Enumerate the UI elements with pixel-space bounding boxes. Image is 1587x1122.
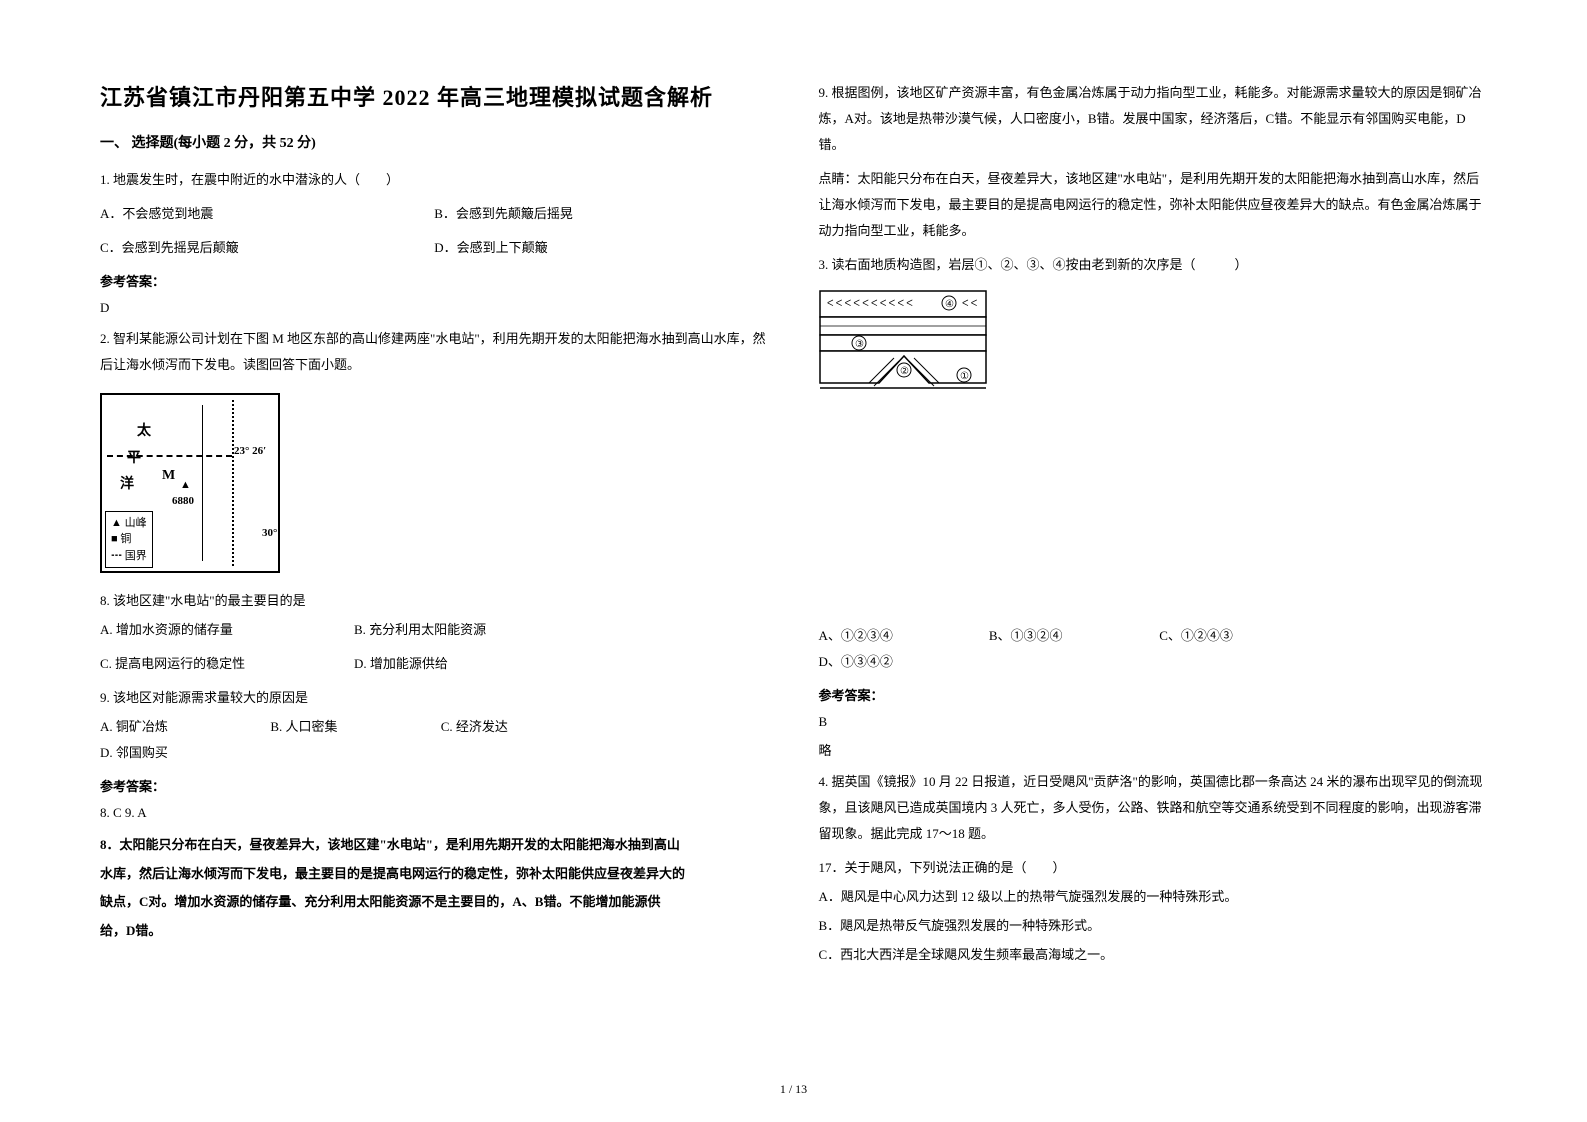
col2-tip: 点睛：太阳能只分布在白天，昼夜差异大，该地区建"水电站"，是利用先期开发的太阳能… (819, 166, 1488, 244)
q2-sub8-optD: D. 增加能源供给 (354, 651, 448, 677)
map-legend: ▲ 山峰 ■ 铜 ┅ 国界 (105, 511, 153, 569)
svg-text:ᐸ ᐸ: ᐸ ᐸ (962, 298, 978, 308)
map-tai: 太 (137, 420, 151, 440)
q1-optA: A．不会感觉到地震 (100, 201, 434, 227)
q2-sub9-optA: A. 铜矿冶炼 (100, 714, 267, 740)
q3-optC: C、①②④③ (1159, 623, 1326, 649)
q1-optB: B．会感到先颠簸后摇晃 (434, 201, 768, 227)
q1-options-row1: A．不会感觉到地震 B．会感到先颠簸后摇晃 (100, 201, 769, 227)
layer-2: ② (900, 366, 909, 377)
left-column: 江苏省镇江市丹阳第五中学 2022 年高三地理模拟试题含解析 一、 选择题(每小… (100, 80, 769, 971)
q2-stem: 2. 智利某能源公司计划在下图 M 地区东部的高山修建两座"水电站"，利用先期开… (100, 326, 769, 378)
geo-svg: ᐸ ᐸ ᐸ ᐸ ᐸ ᐸ ᐸ ᐸ ᐸ ᐸ ④ ᐸ ᐸ ③ ② ① (819, 288, 987, 393)
spacer (819, 403, 1488, 523)
q2-sub9-optC: C. 经济发达 (441, 714, 608, 740)
map-peak-icon: ▲ (180, 479, 191, 491)
svg-text:ᐸ ᐸ ᐸ ᐸ ᐸ ᐸ ᐸ ᐸ ᐸ ᐸ: ᐸ ᐸ ᐸ ᐸ ᐸ ᐸ ᐸ ᐸ ᐸ ᐸ (827, 298, 913, 308)
map-lon: 30° (262, 527, 277, 539)
q3-optD: D、①③④② (819, 649, 986, 675)
q1-optD: D．会感到上下颠簸 (434, 235, 768, 261)
col2-exp9: 9. 根据图例，该地区矿产资源丰富，有色金属冶炼属于动力指向型工业，耗能多。对能… (819, 80, 1488, 158)
q3-answer-label: 参考答案： (819, 685, 1488, 704)
q1-options-row2: C．会感到先摇晃后颠簸 D．会感到上下颠簸 (100, 235, 769, 261)
layer-3: ③ (855, 339, 864, 350)
q2-exp3: 缺点，C对。增加水资源的储存量、充分利用太阳能资源不是主要目的，A、B错。不能增… (100, 888, 769, 917)
q2-exp2: 水库，然后让海水倾泻而下发电，最主要目的是提高电网运行的稳定性，弥补太阳能供应昼… (100, 860, 769, 889)
layer-4: ④ (945, 299, 954, 310)
q3-options: A、①②③④ B、①③②④ C、①②④③ D、①③④② (819, 623, 1488, 675)
q4-sub17-stem: 17．关于飓风，下列说法正确的是（ ） (819, 855, 1488, 881)
q3-optB: B、①③②④ (989, 623, 1156, 649)
q2-sub9-options: A. 铜矿冶炼 B. 人口密集 C. 经济发达 D. 邻国购买 (100, 714, 769, 766)
q2-exp4: 给，D错。 (100, 917, 769, 946)
map-yang: 洋 (120, 473, 134, 493)
q2-sub8-row2: C. 提高电网运行的稳定性 D. 增加能源供给 (100, 651, 769, 677)
map-elevation: 6880 (172, 495, 194, 507)
legend-peak: ▲ 山峰 (111, 515, 147, 532)
q3-geo-figure: ᐸ ᐸ ᐸ ᐸ ᐸ ᐸ ᐸ ᐸ ᐸ ᐸ ④ ᐸ ᐸ ③ ② ① (819, 288, 987, 393)
q2-exp1: 8．太阳能只分布在白天，昼夜差异大，该地区建"水电站"，是利用先期开发的太阳能把… (100, 831, 769, 860)
q3-note: 略 (819, 740, 1488, 759)
right-column: 9. 根据图例，该地区矿产资源丰富，有色金属冶炼属于动力指向型工业，耗能多。对能… (819, 80, 1488, 971)
q2-sub8-row1: A. 增加水资源的储存量 B. 充分利用太阳能资源 (100, 617, 769, 643)
map-lat: 23° 26′ (234, 445, 266, 457)
q4-sub17-optC: C．西北大西洋是全球飓风发生频率最高海域之一。 (819, 942, 1488, 968)
legend-copper: ■ 铜 (111, 531, 147, 548)
document-title: 江苏省镇江市丹阳第五中学 2022 年高三地理模拟试题含解析 (100, 80, 769, 112)
map-border-line (232, 400, 234, 566)
map-coast (202, 405, 203, 561)
map-lat-line (107, 455, 232, 457)
legend-border: ┅ 国界 (111, 548, 147, 565)
q2-sub9-optD: D. 邻国购买 (100, 740, 267, 766)
q1-stem: 1. 地震发生时，在震中附近的水中潜泳的人（ ） (100, 167, 769, 193)
q3-optA: A、①②③④ (819, 623, 986, 649)
q1-answer: D (100, 300, 769, 316)
q1-answer-label: 参考答案： (100, 271, 769, 290)
q4-stem: 4. 据英国《镜报》10 月 22 日报道，近日受飓风"贡萨洛"的影响，英国德比… (819, 769, 1488, 847)
q2-sub9-optB: B. 人口密集 (270, 714, 437, 740)
q1-optC: C．会感到先摇晃后颠簸 (100, 235, 434, 261)
page-footer: 1 / 13 (0, 1082, 1587, 1097)
section-header: 一、 选择题(每小题 2 分，共 52 分) (100, 132, 769, 152)
q3-stem: 3. 读右面地质构造图，岩层①、②、③、④按由老到新的次序是（ ） (819, 252, 1488, 278)
q3-answer: B (819, 714, 1488, 730)
q2-sub8-optC: C. 提高电网运行的稳定性 (100, 651, 354, 677)
q2-answer: 8. C 9. A (100, 805, 769, 821)
q4-sub17-optB: B．飓风是热带反气旋强烈发展的一种特殊形式。 (819, 913, 1488, 939)
q2-map-figure: 太 平 洋 23° 26′ M ▲ 6880 30° ▲ 山峰 ■ 铜 ┅ 国界 (100, 393, 280, 573)
q2-sub8-optA: A. 增加水资源的储存量 (100, 617, 354, 643)
q4-sub17-optA: A．飓风是中心风力达到 12 级以上的热带气旋强烈发展的一种特殊形式。 (819, 884, 1488, 910)
q2-sub8-stem: 8. 该地区建"水电站"的最主要目的是 (100, 588, 769, 614)
map-ping: 平 (127, 447, 141, 467)
q2-sub8-optB: B. 充分利用太阳能资源 (354, 617, 486, 643)
q2-answer-label: 参考答案： (100, 776, 769, 795)
q2-sub9-stem: 9. 该地区对能源需求量较大的原因是 (100, 685, 769, 711)
layer-1: ① (960, 371, 969, 382)
map-m: M (162, 468, 175, 484)
